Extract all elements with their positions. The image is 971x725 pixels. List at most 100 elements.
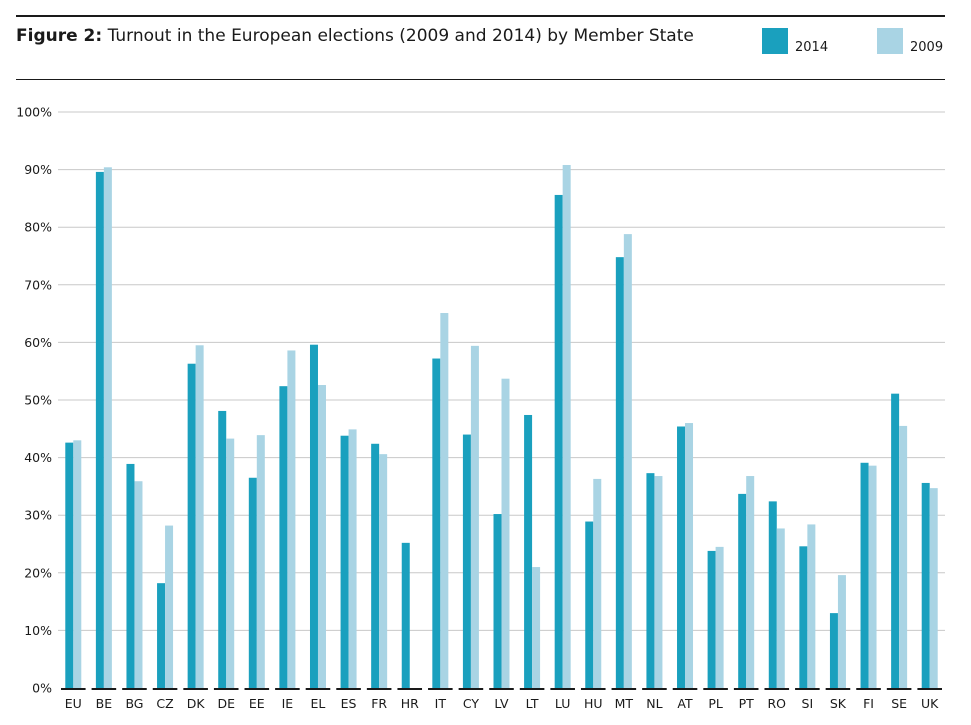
bar-pt-2009 bbox=[746, 476, 755, 688]
bar-fr-2014 bbox=[371, 443, 380, 688]
x-tick-label: SE bbox=[891, 696, 907, 711]
x-tick-label: LV bbox=[494, 696, 509, 711]
x-tick-label: BG bbox=[125, 696, 143, 711]
x-tick-label: SI bbox=[802, 696, 814, 711]
bar-lu-2009 bbox=[562, 164, 571, 688]
x-tick-label: DE bbox=[217, 696, 235, 711]
y-tick-label: 30% bbox=[24, 508, 52, 523]
bar-cz-2009 bbox=[165, 525, 174, 688]
bar-dk-2014 bbox=[187, 363, 196, 688]
bar-it-2014 bbox=[432, 358, 441, 688]
bar-fr-2009 bbox=[379, 454, 388, 688]
x-tick-label: NL bbox=[646, 696, 662, 711]
chart-title: Figure 2: Turnout in the European electi… bbox=[16, 26, 694, 46]
y-tick-label: 80% bbox=[24, 220, 52, 235]
y-tick-label: 100% bbox=[16, 105, 52, 120]
bar-eu-2014 bbox=[65, 442, 74, 688]
bar-lv-2014 bbox=[493, 514, 502, 688]
x-tick-label: SK bbox=[830, 696, 847, 711]
x-tick-label: FR bbox=[371, 696, 387, 711]
bar-cy-2014 bbox=[462, 434, 471, 688]
bar-it-2009 bbox=[440, 313, 449, 688]
y-tick-label: 70% bbox=[24, 277, 52, 292]
bar-cz-2014 bbox=[157, 583, 166, 688]
bar-es-2009 bbox=[348, 429, 357, 688]
x-tick-label: EU bbox=[65, 696, 82, 711]
x-tick-label: RO bbox=[768, 696, 787, 711]
bar-ie-2014 bbox=[279, 386, 288, 688]
y-tick-label: 20% bbox=[24, 565, 52, 580]
x-tick-label: MT bbox=[615, 696, 634, 711]
bar-at-2014 bbox=[677, 426, 686, 688]
bar-hu-2014 bbox=[585, 521, 594, 688]
bar-se-2014 bbox=[891, 393, 900, 688]
bar-eu-2009 bbox=[73, 440, 82, 688]
x-tick-label: EL bbox=[311, 696, 326, 711]
x-tick-label: IE bbox=[282, 696, 294, 711]
legend-swatch-2009 bbox=[877, 28, 903, 54]
x-tick-label: HU bbox=[584, 696, 603, 711]
bar-nl-2009 bbox=[654, 476, 663, 688]
bar-lu-2014 bbox=[554, 194, 563, 688]
bar-se-2009 bbox=[899, 425, 908, 688]
bar-de-2014 bbox=[218, 410, 227, 688]
bar-hr-2014 bbox=[401, 542, 410, 688]
bar-mt-2014 bbox=[615, 257, 624, 688]
x-tick-label: IT bbox=[435, 696, 447, 711]
y-tick-label: 0% bbox=[32, 681, 52, 696]
bar-dk-2009 bbox=[195, 345, 204, 688]
bar-el-2014 bbox=[309, 344, 318, 688]
bar-si-2009 bbox=[807, 524, 816, 688]
figure-label: Figure 2: bbox=[16, 26, 103, 46]
bar-si-2014 bbox=[799, 546, 808, 688]
bar-nl-2014 bbox=[646, 473, 655, 688]
bar-lt-2014 bbox=[524, 414, 533, 688]
bar-sk-2009 bbox=[837, 575, 846, 688]
bar-ee-2014 bbox=[248, 477, 257, 688]
x-tick-label: UK bbox=[921, 696, 939, 711]
x-tick-label: CZ bbox=[156, 696, 173, 711]
bar-ie-2009 bbox=[287, 350, 296, 688]
x-tick-label: PL bbox=[708, 696, 723, 711]
y-tick-label: 60% bbox=[24, 335, 52, 350]
bar-fi-2014 bbox=[860, 462, 869, 688]
bar-fi-2009 bbox=[868, 465, 877, 688]
bar-lv-2009 bbox=[501, 378, 510, 688]
bar-cy-2009 bbox=[470, 345, 479, 688]
legend-swatch-2014 bbox=[762, 28, 788, 54]
bar-pl-2009 bbox=[715, 546, 724, 688]
x-tick-label: ES bbox=[341, 696, 357, 711]
y-tick-label: 40% bbox=[24, 450, 52, 465]
x-tick-label: CY bbox=[463, 696, 480, 711]
bar-at-2009 bbox=[685, 423, 694, 688]
bar-es-2014 bbox=[340, 435, 349, 688]
bar-el-2009 bbox=[317, 385, 326, 688]
bar-ee-2009 bbox=[256, 435, 265, 688]
bar-hu-2009 bbox=[593, 478, 602, 688]
x-tick-label: LU bbox=[555, 696, 571, 711]
bar-uk-2009 bbox=[929, 488, 938, 688]
bar-be-2009 bbox=[103, 167, 112, 688]
bar-be-2014 bbox=[95, 171, 104, 689]
bar-de-2009 bbox=[226, 438, 235, 688]
x-tick-label: AT bbox=[677, 696, 693, 711]
bar-bg-2014 bbox=[126, 463, 135, 688]
legend-label-2014: 2014 bbox=[795, 40, 829, 55]
x-tick-label: EE bbox=[249, 696, 265, 711]
y-tick-label: 50% bbox=[24, 393, 52, 408]
legend-label-2009: 2009 bbox=[910, 40, 944, 55]
y-tick-label: 10% bbox=[24, 623, 52, 638]
bar-ro-2014 bbox=[768, 501, 777, 688]
bar-mt-2009 bbox=[623, 234, 632, 688]
y-tick-label: 90% bbox=[24, 162, 52, 177]
bar-pl-2014 bbox=[707, 550, 716, 688]
bar-pt-2014 bbox=[738, 493, 747, 688]
x-tick-label: LT bbox=[526, 696, 539, 711]
top-rule bbox=[16, 15, 945, 17]
bar-sk-2014 bbox=[829, 613, 838, 688]
title-rule bbox=[16, 79, 945, 80]
x-tick-label: HR bbox=[401, 696, 419, 711]
bar-uk-2014 bbox=[921, 482, 930, 688]
x-tick-label: FI bbox=[863, 696, 874, 711]
